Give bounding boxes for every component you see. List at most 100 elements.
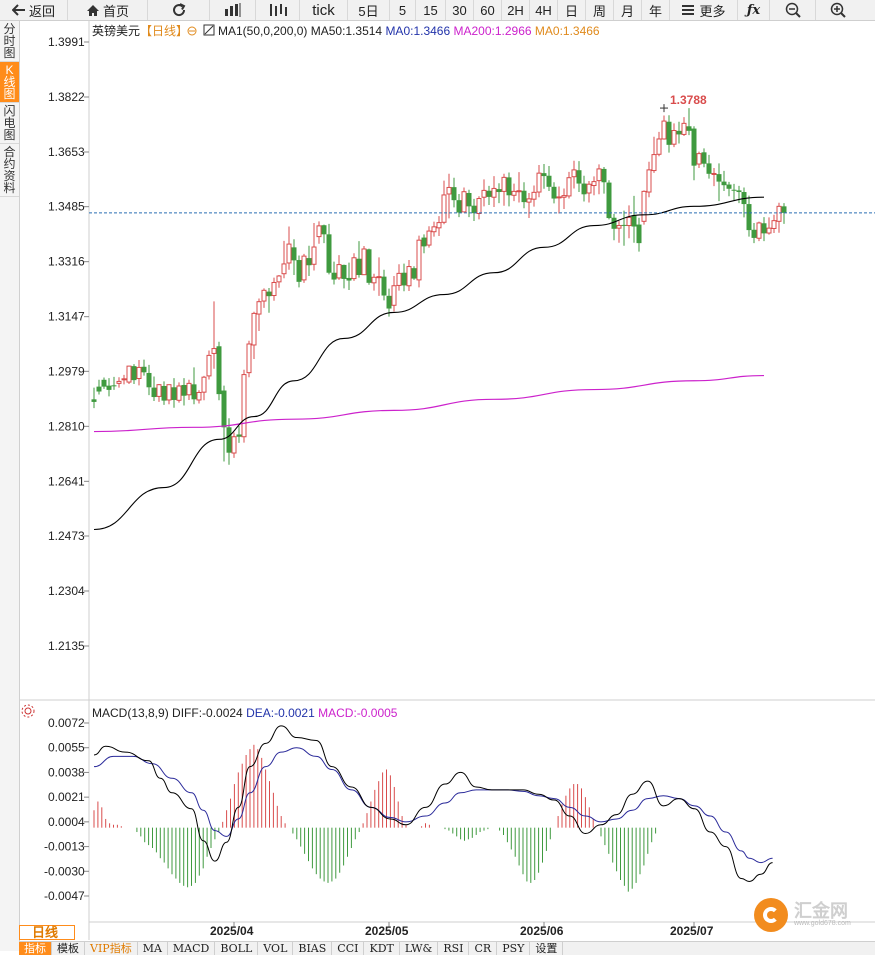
indicator-tab[interactable]: RSI — [438, 942, 470, 955]
candle-body — [656, 138, 662, 155]
candle-body — [306, 258, 312, 266]
candle-body — [511, 190, 517, 196]
back-button[interactable]: 返回 — [0, 0, 68, 20]
period-button[interactable]: 月 — [614, 0, 642, 20]
side-tab[interactable]: 分时图 — [0, 21, 19, 62]
period-button[interactable]: 周 — [586, 0, 614, 20]
candle-body — [161, 385, 167, 401]
indicator-icon — [203, 24, 215, 36]
candle-body — [281, 263, 287, 275]
candle-body — [101, 379, 107, 387]
candle-body — [176, 385, 182, 401]
macd-legend: MACD(13,8,9) DIFF:-0.0024 DEA:-0.0021 MA… — [92, 706, 398, 720]
ma50-line — [93, 196, 765, 531]
candle-body — [271, 281, 277, 297]
period-button[interactable]: 年 — [642, 0, 670, 20]
candle-body — [376, 276, 382, 279]
indicator-tab[interactable]: VOL — [258, 942, 294, 955]
period-button[interactable]: 30 — [446, 0, 474, 20]
candle-chart-button[interactable] — [210, 0, 256, 20]
tick-button[interactable]: tick — [300, 0, 348, 20]
indicator-tab[interactable]: PSY — [497, 942, 531, 955]
candle-body — [621, 224, 627, 226]
x-tick-label: 2025/07 — [670, 924, 714, 938]
bar-chart-button[interactable] — [256, 0, 300, 20]
candle-body — [416, 239, 422, 281]
y-tick-label: 1.2641 — [48, 474, 85, 488]
macd-y-tick-label: -0.0030 — [44, 864, 85, 878]
period-button[interactable]: 日 — [558, 0, 586, 20]
indicator-tab[interactable]: 指标 — [19, 942, 52, 955]
candle-body — [746, 204, 752, 231]
candle-body — [481, 189, 487, 198]
candle-body — [401, 272, 407, 286]
indicator-tab[interactable]: LW& — [400, 942, 439, 955]
home-button[interactable]: 首页 — [68, 0, 148, 20]
indicator-tab[interactable]: KDT — [364, 942, 400, 955]
ma-legend: MA1(50,0,200,0) MA50:1.3514 MA0:1.3466 M… — [218, 24, 600, 38]
candle-body — [461, 191, 467, 213]
candle-body — [491, 187, 497, 198]
indicator-tab[interactable]: MACD — [168, 942, 216, 955]
candle-body — [341, 264, 347, 279]
candle-body — [776, 205, 782, 222]
more-button[interactable]: 更多 — [670, 0, 738, 20]
indicator-tab[interactable]: CCI — [332, 942, 365, 955]
period-button[interactable]: 4H — [530, 0, 558, 20]
indicator-tab[interactable]: CR — [469, 942, 498, 955]
candle-body — [526, 198, 532, 203]
candle-body — [661, 120, 667, 140]
zoom-out-button[interactable] — [770, 0, 816, 20]
indicator-tab[interactable]: VIP指标 — [85, 942, 138, 955]
period-dropdown[interactable]: 日线 ▲ — [19, 925, 75, 952]
logo-url: www.gold678.com — [794, 920, 851, 927]
candle-body — [121, 378, 127, 381]
candle-body — [311, 246, 317, 265]
logo-name: 汇金网 — [794, 901, 848, 921]
y-tick-label: 1.2979 — [48, 364, 85, 378]
indicator-tab[interactable]: 模板 — [52, 942, 85, 955]
candle-body — [566, 177, 572, 197]
candle-body — [541, 173, 547, 177]
y-tick-label: 1.2473 — [48, 529, 85, 543]
candle-body — [106, 385, 112, 390]
settings-icon — [187, 26, 197, 36]
candle-body — [476, 198, 482, 215]
candle-body — [731, 189, 737, 191]
period-button[interactable]: 5 — [390, 0, 416, 20]
refresh-button[interactable] — [148, 0, 210, 20]
diff-line — [93, 725, 773, 882]
candle-body — [671, 130, 677, 145]
indicator-tab[interactable]: BOLL — [215, 942, 259, 955]
indicator-tab[interactable]: 设置 — [530, 942, 564, 955]
indicator-tab[interactable]: BIAS — [293, 942, 333, 955]
period-button[interactable]: 15 — [416, 0, 446, 20]
indicator-tab-bar: 指标 模板 VIP指标 MA MACD BOLL VOL BIAS CCI KDT LW& RSI CR… — [19, 941, 875, 955]
period-button[interactable]: 5日 — [348, 0, 390, 20]
candle-body — [601, 168, 607, 183]
period-selector: 5日 5 15 30 60 2H 4H 日周月年 — [348, 0, 670, 20]
candle-body — [536, 172, 542, 193]
side-tab[interactable]: 闪电图 — [0, 103, 19, 144]
macd-y-tick-label: 0.0072 — [48, 716, 85, 730]
period-button[interactable]: 60 — [474, 0, 502, 20]
zoom-in-button[interactable] — [816, 0, 860, 20]
formula-button[interactable]: ƒx — [738, 0, 770, 20]
candle-body — [501, 176, 507, 192]
candle-body — [571, 169, 577, 178]
candle-body — [686, 126, 692, 131]
candle-body — [331, 272, 337, 280]
indicator-tab[interactable]: MA — [138, 942, 168, 955]
candle-body — [761, 223, 767, 234]
more-label: 更多 — [699, 3, 726, 19]
candle-body — [611, 217, 617, 229]
candle-body — [736, 190, 742, 193]
main-legend: 英镑美元【日线】 — [92, 23, 188, 38]
period-button[interactable]: 2H — [502, 0, 530, 20]
side-tab[interactable]: 合约资料 — [0, 144, 19, 197]
macd-settings-icon-core — [24, 707, 32, 715]
menu-icon — [681, 4, 695, 16]
candle-body — [581, 183, 587, 195]
